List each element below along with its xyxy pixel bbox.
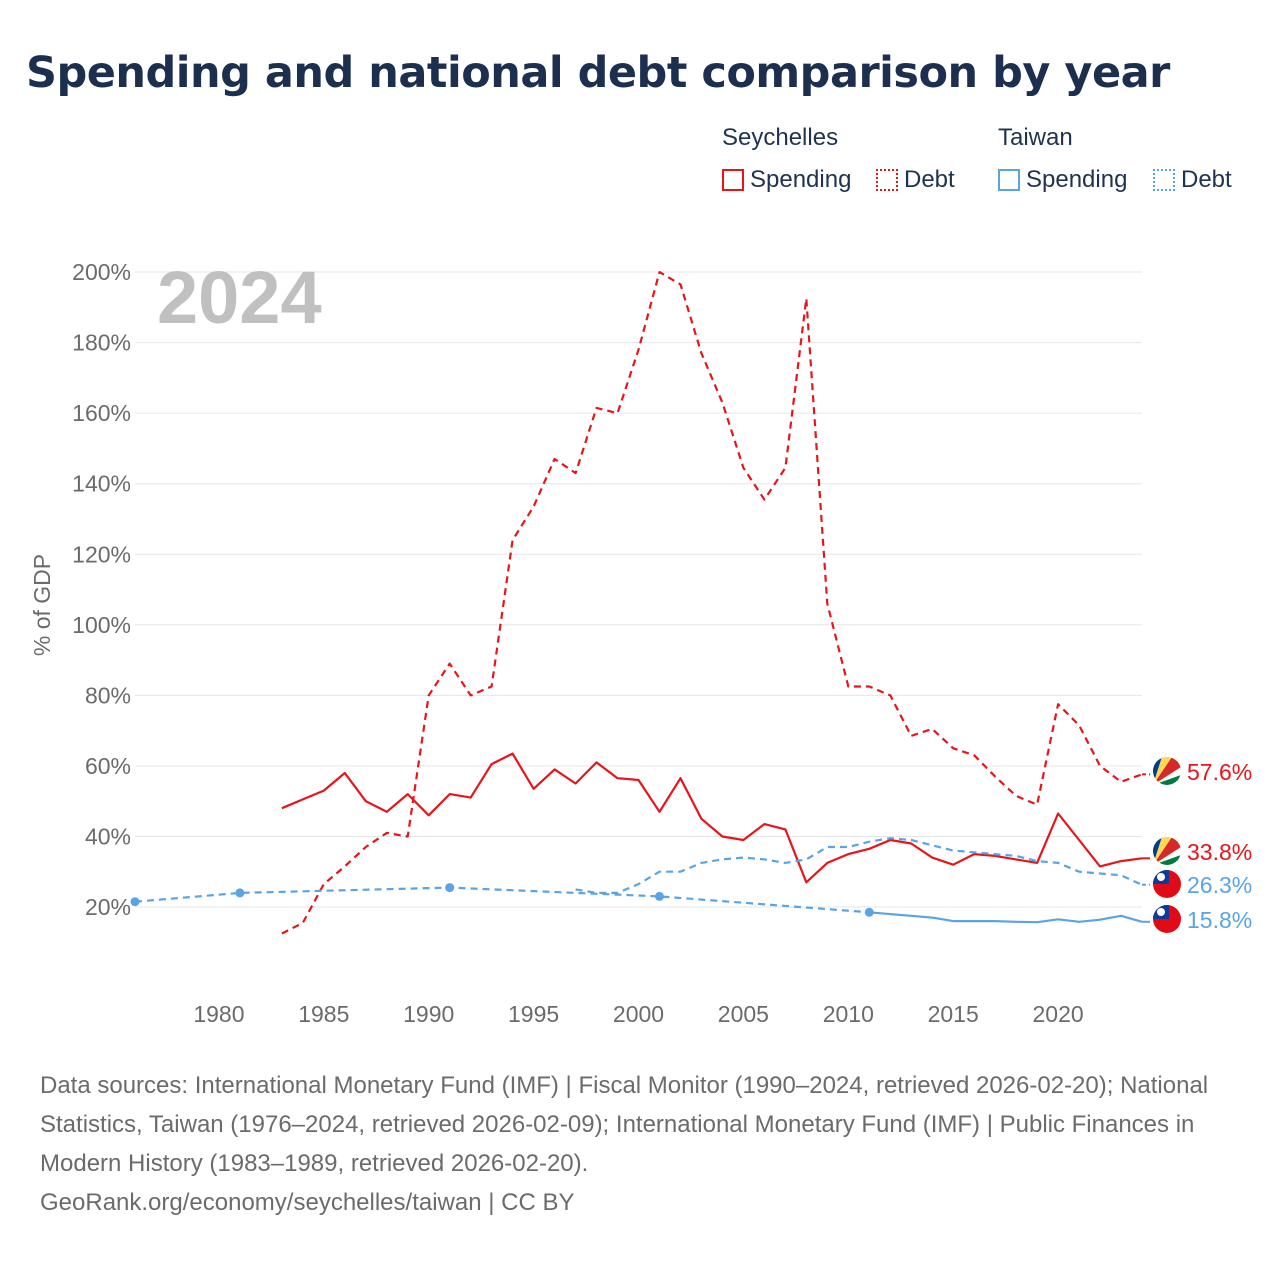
y-axis-ticks: 20% 40% 60% 80% 100% 120% 140% 160% 180% 200% — [72, 259, 131, 920]
x-tick-label: 1995 — [508, 1001, 559, 1027]
taiwan-debt-line — [134, 886, 870, 914]
y-tick-label: 80% — [85, 682, 131, 708]
footer: Data sources: International Monetary Fun… — [40, 1066, 1250, 1222]
legend-label: Spending — [1026, 166, 1128, 193]
gridlines — [135, 271, 1142, 908]
y-tick-label: 60% — [85, 753, 131, 779]
end-labels: 57.6% 33.8% 26.3% 15.8% — [1187, 759, 1252, 933]
year-watermark: 2024 — [157, 256, 322, 339]
x-tick-label: 2010 — [823, 1001, 874, 1027]
y-tick-label: 200% — [72, 259, 131, 285]
taiwan-debt-marker — [235, 888, 245, 898]
x-tick-label: 1980 — [193, 1001, 244, 1027]
x-axis-ticks: 1980 1985 1990 1995 2000 2005 2010 2015 2020 — [193, 1001, 1083, 1027]
data-sources: Data sources: International Monetary Fun… — [40, 1072, 1209, 1177]
seychelles-spending-line — [281, 752, 1143, 884]
x-tick-label: 2020 — [1032, 1001, 1083, 1027]
seychelles-debt-line — [281, 271, 1143, 935]
legend-label: Debt — [904, 166, 955, 193]
legend-swatch-solid-blue — [998, 169, 1020, 191]
taiwan-debt-marker — [130, 897, 140, 907]
y-axis-label: % of GDP — [29, 554, 55, 656]
y-tick-label: 180% — [72, 330, 131, 356]
end-value-label: 26.3% — [1187, 872, 1252, 898]
taiwan-debt-marker — [654, 891, 664, 901]
x-tick-label: 1985 — [298, 1001, 349, 1027]
end-value-label: 57.6% — [1187, 759, 1252, 785]
series-lines — [130, 271, 1143, 935]
x-tick-label: 2015 — [928, 1001, 979, 1027]
legend-swatch-solid-red — [722, 169, 744, 191]
legend-entry-seychelles-debt[interactable]: Debt — [876, 166, 955, 194]
legend-entry-taiwan-spending[interactable]: Spending — [998, 166, 1127, 194]
seychelles-flag-icon — [1153, 837, 1181, 865]
legend-group-seychelles: Seychelles — [722, 124, 839, 151]
chart-title: Spending and national debt comparison by… — [26, 48, 1170, 98]
end-value-label: 15.8% — [1187, 907, 1252, 933]
x-tick-label: 1990 — [403, 1001, 454, 1027]
y-tick-label: 120% — [72, 541, 131, 567]
legend-swatch-dotted-red — [876, 169, 898, 191]
end-flags — [1142, 757, 1181, 933]
legend-entry-seychelles-spending[interactable]: Spending — [722, 166, 851, 194]
y-tick-label: 20% — [85, 894, 131, 920]
seychelles-flag-icon — [1153, 757, 1181, 785]
x-tick-label: 2005 — [718, 1001, 769, 1027]
legend-entry-taiwan-debt[interactable]: Debt — [1153, 166, 1232, 194]
legend-label: Debt — [1181, 166, 1232, 193]
legend-group-taiwan: Taiwan — [998, 124, 1073, 151]
x-tick-label: 2000 — [613, 1001, 664, 1027]
source-link[interactable]: GeoRank.org/economy/seychelles/taiwan | … — [40, 1189, 575, 1216]
chart-plot-area: 20% 40% 60% 80% 100% 120% 140% 160% 180% 200% 198… — [29, 256, 1252, 1027]
taiwan-debt-line — [575, 837, 1143, 894]
legend-swatch-dotted-blue — [1153, 169, 1175, 191]
taiwan-debt-marker — [864, 907, 874, 917]
taiwan-flag-icon — [1153, 870, 1181, 898]
taiwan-spending-line — [869, 911, 1143, 924]
taiwan-flag-icon — [1153, 905, 1181, 933]
legend-label: Spending — [750, 166, 852, 193]
taiwan-debt-marker — [445, 883, 455, 893]
end-value-label: 33.8% — [1187, 839, 1252, 865]
y-tick-label: 160% — [72, 400, 131, 426]
y-tick-label: 40% — [85, 823, 131, 849]
y-tick-label: 140% — [72, 471, 131, 497]
y-tick-label: 100% — [72, 612, 131, 638]
